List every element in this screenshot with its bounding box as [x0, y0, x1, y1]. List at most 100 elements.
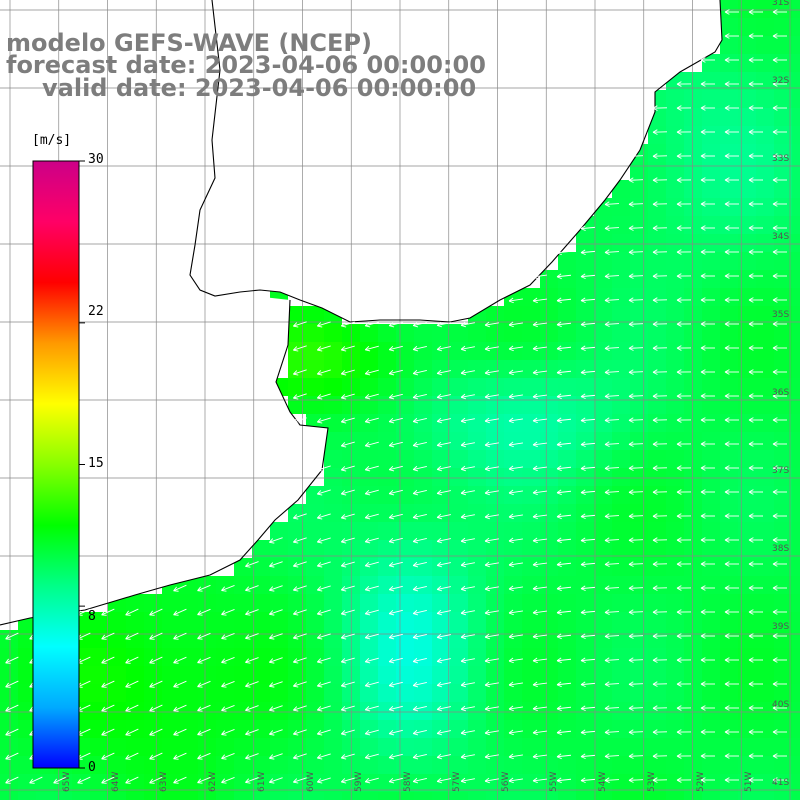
wind-speed-cell — [738, 576, 756, 594]
wind-speed-cell — [558, 414, 576, 432]
wind-speed-cell — [72, 792, 90, 800]
wind-speed-cell — [468, 486, 486, 504]
wind-vector — [748, 681, 763, 687]
wind-speed-cell — [126, 684, 144, 702]
wind-vector — [221, 657, 235, 664]
wind-vector — [508, 417, 523, 424]
wind-speed-cell — [792, 216, 800, 234]
wind-vector — [748, 33, 763, 39]
wind-vector — [700, 441, 715, 447]
wind-vector — [676, 753, 692, 759]
wind-vector — [388, 345, 403, 352]
wind-speed-cell — [684, 108, 702, 126]
wind-speed-cell — [144, 648, 162, 666]
wind-speed-cell — [378, 630, 396, 648]
wind-vector — [460, 705, 475, 712]
wind-vector — [245, 729, 259, 736]
wind-speed-cell — [18, 648, 36, 666]
wind-vector — [173, 608, 187, 616]
wind-speed-cell — [432, 792, 450, 800]
wind-speed-cell — [648, 306, 666, 324]
wind-speed-cell — [522, 360, 540, 378]
wind-speed-cell — [540, 720, 558, 738]
colorbar-tick-0: 0 — [88, 760, 96, 775]
wind-vector — [556, 729, 572, 736]
wind-speed-cell — [792, 504, 800, 522]
wind-speed-cell — [360, 720, 378, 738]
wind-vector — [652, 369, 668, 375]
wind-speed-cell — [522, 792, 540, 800]
wind-vector — [628, 273, 644, 279]
wind-vector — [724, 297, 739, 303]
wind-vector — [556, 777, 572, 784]
wind-vector — [556, 441, 572, 448]
wind-vector — [748, 465, 763, 471]
wind-speed-cell — [666, 234, 684, 252]
wind-vector — [436, 561, 451, 568]
wind-speed-cell — [720, 540, 738, 558]
wind-vector — [652, 225, 668, 231]
wind-speed-cell — [612, 360, 630, 378]
wind-speed-cell — [414, 558, 432, 576]
wind-speed-cell — [0, 648, 18, 666]
wind-speed-cell — [378, 792, 396, 800]
wind-vector — [772, 369, 787, 375]
wind-vector — [772, 729, 787, 735]
wind-speed-cell — [378, 468, 396, 486]
colorbar-gradient — [32, 160, 80, 769]
wind-speed-cell — [234, 738, 252, 756]
wind-speed-cell — [648, 162, 666, 180]
wind-vector — [580, 249, 596, 256]
wind-vector — [700, 633, 715, 639]
wind-speed-cell — [54, 792, 72, 800]
wind-vector — [484, 465, 499, 472]
wind-speed-cell — [792, 612, 800, 630]
wind-vector — [580, 753, 596, 760]
wind-vector — [221, 609, 235, 616]
wind-speed-cell — [504, 648, 522, 666]
wind-speed-cell — [684, 396, 702, 414]
wind-vector — [628, 729, 644, 735]
wind-vector — [580, 465, 596, 472]
wind-vector — [340, 489, 355, 496]
wind-vector — [125, 656, 139, 664]
wind-vector — [316, 705, 331, 712]
wind-speed-cell — [702, 720, 720, 738]
wind-speed-cell — [702, 756, 720, 774]
wind-vector — [772, 225, 787, 231]
wind-vector — [388, 633, 403, 640]
wind-speed-cell — [666, 594, 684, 612]
wind-speed-cell — [288, 594, 306, 612]
wind-speed-cell — [738, 486, 756, 504]
wind-speed-cell — [684, 666, 702, 684]
wind-vector — [484, 345, 499, 352]
wind-speed-cell — [720, 774, 738, 792]
wind-vector — [508, 705, 523, 712]
wind-vector — [340, 705, 355, 712]
wind-speed-cell — [648, 270, 666, 288]
wind-speed-cell — [396, 432, 414, 450]
wind-vector — [5, 704, 19, 712]
wind-vector — [724, 777, 739, 783]
wind-speed-cell — [18, 792, 36, 800]
wind-speed-cell — [324, 774, 342, 792]
wind-speed-cell — [216, 594, 234, 612]
wind-vector — [724, 201, 739, 207]
wind-speed-cell — [90, 738, 108, 756]
wind-speed-cell — [18, 720, 36, 738]
wind-speed-cell — [504, 306, 522, 324]
wind-speed-cell — [774, 0, 792, 18]
wind-speed-cell — [306, 522, 324, 540]
wind-speed-cell — [18, 630, 36, 648]
wind-vector — [772, 537, 787, 543]
wind-speed-cell — [648, 738, 666, 756]
wind-vector — [748, 129, 763, 135]
lat-label: 38S — [772, 544, 790, 554]
wind-speed-cell — [720, 486, 738, 504]
wind-vector — [676, 729, 692, 735]
wind-speed-cell — [522, 684, 540, 702]
wind-speed-cell — [792, 324, 800, 342]
wind-speed-cell — [324, 396, 342, 414]
wind-vector — [340, 369, 355, 376]
wind-vector — [125, 632, 139, 640]
